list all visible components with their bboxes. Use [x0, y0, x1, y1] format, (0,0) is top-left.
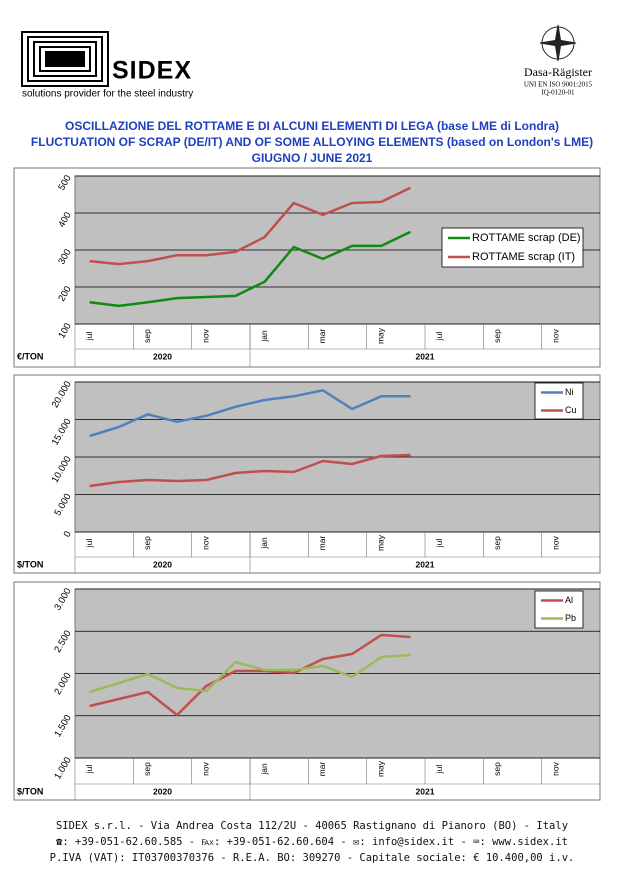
x-group-label: 2020	[153, 559, 172, 569]
x-tick-label: jul	[434, 332, 444, 342]
series-line	[89, 633, 411, 717]
x-group-label: 2021	[416, 559, 435, 569]
legend-box	[534, 382, 584, 420]
legend-box	[534, 590, 584, 629]
cert-name: Dasa-Rägister	[524, 65, 592, 79]
x-group-label: 2021	[416, 786, 435, 796]
tagline: solutions provider for the steel industr…	[22, 89, 193, 100]
legend-label: Al	[565, 595, 573, 605]
x-tick-label: nov	[551, 328, 561, 342]
x-tick-label: nov	[551, 535, 561, 549]
legend-label: Cu	[565, 405, 577, 415]
legend-label: ROTTAME scrap (DE)	[472, 232, 581, 244]
series-line	[89, 453, 411, 488]
x-tick-label: may	[376, 534, 386, 551]
footer-line: ☎: +39-051-62.60.585 - ℻: +39-051-62.60.…	[56, 836, 568, 848]
x-tick-label: jul	[84, 765, 94, 775]
series-line	[89, 230, 411, 308]
x-tick-label: mar	[317, 762, 327, 777]
x-tick-label: mar	[317, 329, 327, 344]
cert-logo	[539, 24, 577, 62]
x-tick-label: may	[376, 327, 386, 344]
x-tick-label: sep	[492, 536, 502, 550]
series-line	[89, 389, 411, 438]
x-tick-label: mar	[317, 536, 327, 551]
y-unit: €/TON	[17, 351, 43, 361]
x-tick-label: jul	[84, 332, 94, 342]
x-tick-label: jul	[434, 765, 444, 775]
x-group-label: 2020	[153, 351, 172, 361]
y-tick-label: 0	[62, 529, 74, 539]
legend-box	[441, 227, 584, 268]
x-tick-label: sep	[142, 536, 152, 550]
title: OSCILLAZIONE DEL ROTTAME E DI ALCUNI ELE…	[65, 119, 559, 133]
x-tick-label: may	[376, 760, 386, 777]
x-tick-label: jan	[259, 330, 269, 343]
legend-label: ROTTAME scrap (IT)	[472, 251, 575, 263]
x-tick-label: sep	[142, 329, 152, 343]
x-group-label: 2020	[153, 786, 172, 796]
x-tick-label: jul	[84, 539, 94, 549]
legend-label: Ni	[565, 387, 574, 397]
sidex-logo	[21, 31, 109, 87]
x-tick-label: sep	[492, 329, 502, 343]
x-tick-label: jan	[259, 763, 269, 776]
footer-line: P.IVA (VAT): IT03700370376 - R.E.A. BO: …	[50, 852, 575, 864]
x-group-label: 2021	[416, 351, 435, 361]
y-unit: $/TON	[17, 786, 43, 796]
x-tick-label: jan	[259, 537, 269, 550]
cert-code: IQ-0120-01	[541, 89, 575, 97]
series-line	[89, 653, 411, 694]
x-tick-label: nov	[201, 535, 211, 549]
x-tick-label: sep	[142, 762, 152, 776]
title: FLUCTUATION OF SCRAP (DE/IT) AND OF SOME…	[31, 135, 593, 149]
footer-line: SIDEX s.r.l. - Via Andrea Costa 112/2U -…	[56, 820, 568, 832]
legend-label: Pb	[565, 613, 576, 623]
y-unit: $/TON	[17, 559, 43, 569]
x-tick-label: nov	[201, 761, 211, 775]
series-line	[89, 186, 411, 266]
x-tick-label: jul	[434, 539, 444, 549]
title: GIUGNO / JUNE 2021	[252, 151, 373, 165]
x-tick-label: sep	[492, 762, 502, 776]
x-tick-label: nov	[201, 328, 211, 342]
brand: SIDEX	[112, 57, 192, 85]
cert-standard: UNI EN ISO 9001:2015	[524, 81, 593, 89]
x-tick-label: nov	[551, 761, 561, 775]
